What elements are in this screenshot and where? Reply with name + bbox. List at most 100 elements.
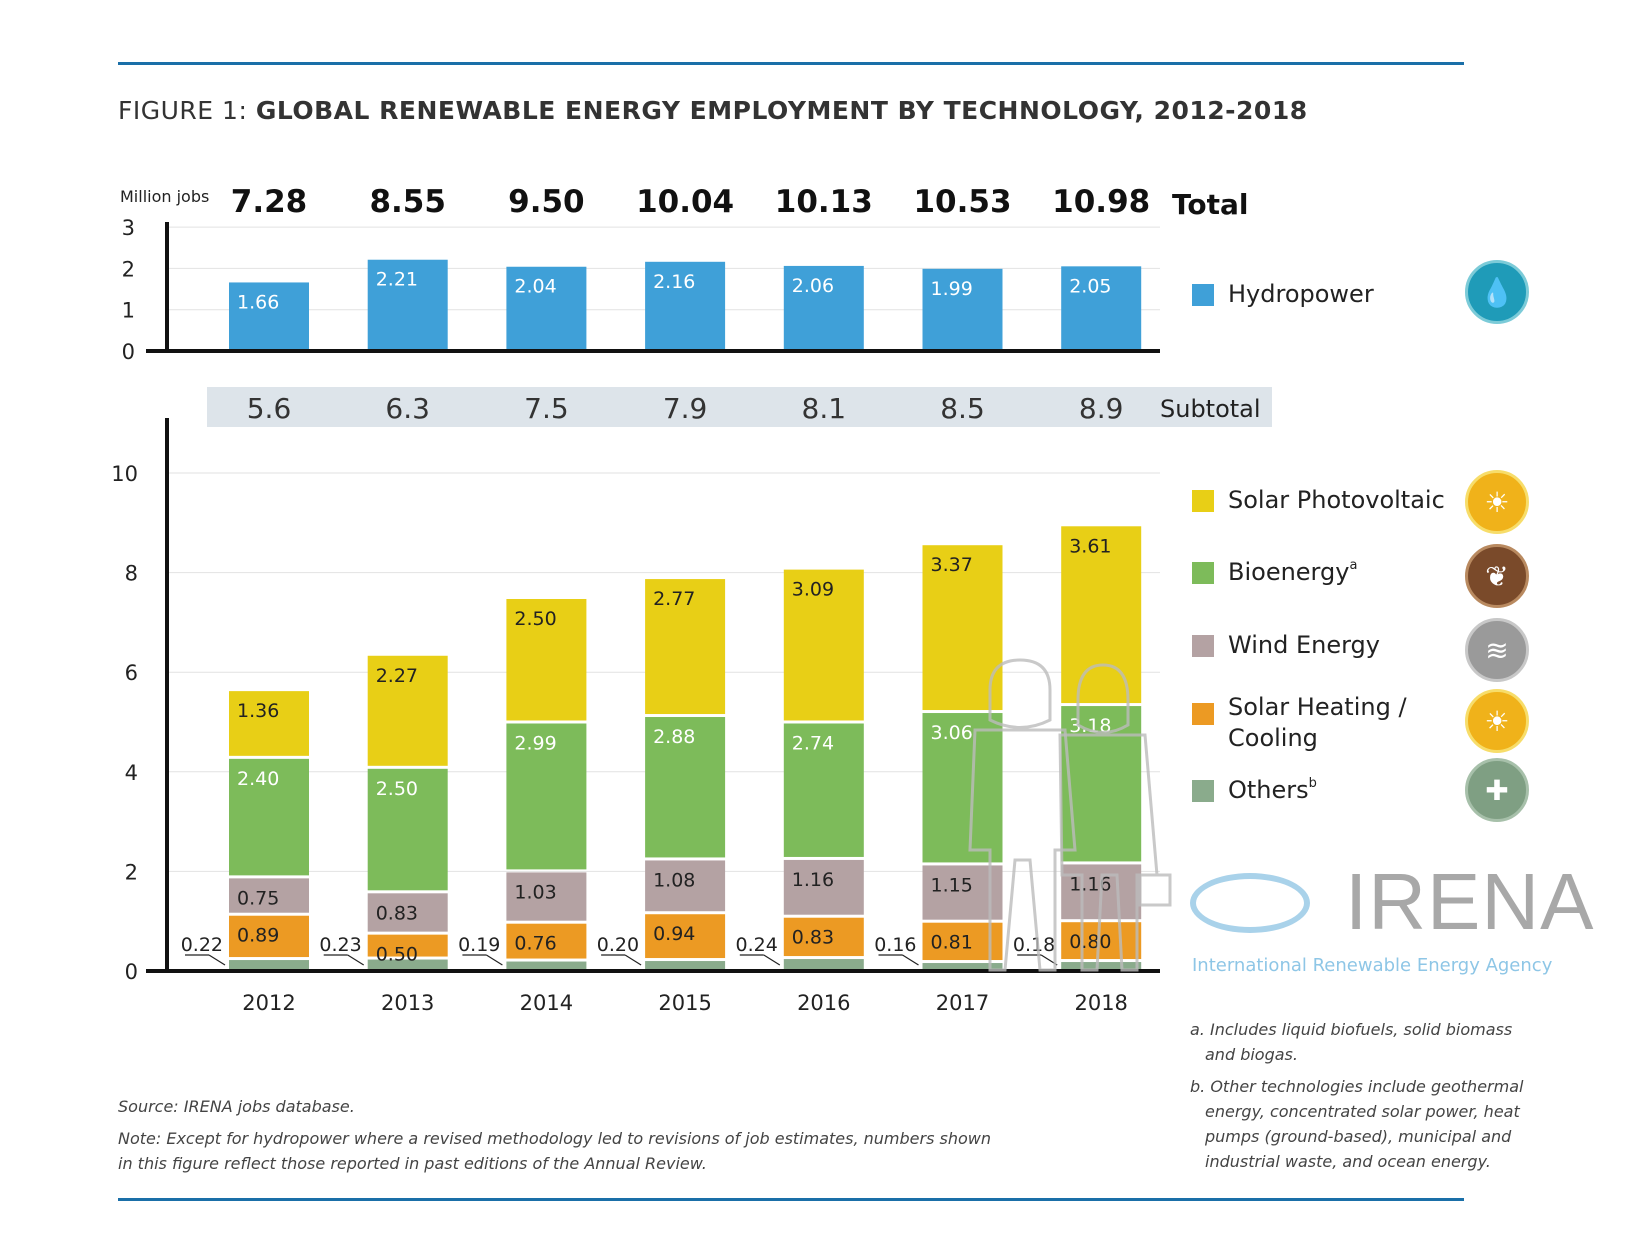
- x-tick-label: 2016: [797, 991, 850, 1015]
- data-label: 0.83: [376, 902, 418, 924]
- leader-line: [347, 954, 365, 966]
- data-label: 0.19: [458, 934, 500, 956]
- total-label: 10.98: [1052, 184, 1150, 220]
- total-label: 10.13: [775, 184, 873, 220]
- methodology-note: Note: Except for hydropower where a revi…: [118, 1126, 991, 1176]
- top-rule: [118, 62, 1464, 65]
- irena-tagline: International Renewable Energy Agency: [1192, 955, 1553, 976]
- data-label: 1.08: [653, 869, 695, 891]
- title-prefix: FIGURE 1:: [118, 96, 256, 125]
- data-label: 2.50: [376, 778, 418, 800]
- legend-label: Wind Energy: [1228, 631, 1380, 659]
- data-label: 2.16: [653, 271, 695, 293]
- data-label: 1.36: [237, 700, 279, 722]
- y-tick-label: 3: [122, 216, 135, 240]
- data-label: 0.18: [1013, 934, 1055, 956]
- footnote-line: energy, concentrated solar power, heat: [1205, 1102, 1520, 1121]
- data-label: 3.37: [931, 554, 973, 576]
- bar-segment-bioenergy: [506, 723, 587, 870]
- data-label: 0.89: [237, 925, 279, 947]
- data-label: 2.04: [514, 276, 556, 298]
- subtotal-label: 7.9: [663, 392, 708, 425]
- bar-segment-others: [1061, 962, 1142, 971]
- bar-segment-solar-heating-cooling: [367, 934, 448, 957]
- bar-segment-wind-energy: [367, 893, 448, 932]
- wind-icon: ≋: [1465, 618, 1529, 682]
- subtotal-label: 8.9: [1079, 392, 1124, 425]
- data-label: 0.24: [735, 934, 777, 956]
- x-tick-label: 2014: [520, 991, 573, 1015]
- data-label: 3.61: [1069, 535, 1111, 557]
- bar-hydropower: [1061, 266, 1142, 351]
- leader-line: [902, 954, 919, 966]
- data-label: 0.75: [237, 887, 279, 909]
- y-tick-label: 6: [125, 661, 138, 685]
- bar-segment-solar-heating-cooling: [783, 917, 864, 957]
- bar-segment-solar-photovoltaic: [506, 598, 587, 721]
- bar-segment-solar-photovoltaic: [645, 579, 726, 715]
- y-tick-label: 8: [125, 562, 138, 586]
- legend-label: Bioenergy: [1228, 558, 1350, 586]
- x-tick-label: 2018: [1074, 991, 1127, 1015]
- legend-swatch: [1192, 490, 1214, 512]
- legend-swatch: [1192, 562, 1214, 584]
- legend-bioenergy: Bioenergy a: [1192, 558, 1357, 586]
- source-note: Source: IRENA jobs database.: [118, 1097, 355, 1116]
- y-tick-label: 10: [111, 462, 138, 486]
- x-tick-label: 2012: [242, 991, 295, 1015]
- data-label: 0.83: [792, 927, 834, 949]
- footnote-line: and biogas.: [1205, 1045, 1298, 1064]
- legend-swatch: [1192, 780, 1214, 802]
- irena-logo-text: IRENA: [1345, 857, 1595, 946]
- y-tick-label: 4: [125, 761, 138, 785]
- leader-line: [624, 954, 642, 966]
- note-line: in this figure reflect those reported in…: [118, 1154, 707, 1173]
- bar-segment-others: [783, 959, 864, 971]
- leader-line: [486, 954, 503, 966]
- footnote-b: b. Other technologies include geothermal…: [1190, 1074, 1523, 1174]
- data-label: 0.20: [597, 934, 639, 956]
- bar-segment-others: [229, 960, 309, 971]
- total-heading: Total: [1172, 188, 1249, 221]
- leader-line: [208, 954, 226, 966]
- data-label: 1.16: [1069, 873, 1111, 895]
- water-drop-icon: 💧: [1465, 260, 1529, 324]
- legend-swatch: [1192, 284, 1214, 306]
- data-label: 0.16: [874, 934, 916, 956]
- bar-segment-solar-photovoltaic: [367, 655, 448, 766]
- legend-hydropower: Hydropower: [1192, 280, 1374, 308]
- legend-label: Hydropower: [1228, 280, 1374, 308]
- bar-segment-wind-energy: [645, 860, 726, 912]
- bar-segment-wind-energy: [783, 859, 864, 915]
- data-label: 2.05: [1069, 275, 1111, 297]
- bar-hydropower: [783, 265, 864, 351]
- bar-segment-wind-energy: [229, 878, 309, 913]
- subtotal-label: 8.1: [802, 392, 847, 425]
- bar-segment-bioenergy: [783, 723, 864, 857]
- bar-segment-bioenergy: [922, 713, 1003, 863]
- data-label: 3.09: [792, 579, 834, 601]
- total-label: 10.04: [636, 184, 734, 220]
- y-tick-label: 0: [122, 340, 135, 364]
- bar-segment-others: [645, 961, 726, 971]
- subtotal-label: 8.5: [940, 392, 985, 425]
- bar-hydropower: [645, 261, 726, 351]
- footnote-line: b. Other technologies include geothermal: [1190, 1077, 1524, 1096]
- sun-icon: ☀: [1465, 470, 1529, 534]
- total-label: 9.50: [508, 184, 585, 220]
- bar-segment-solar-heating-cooling: [506, 923, 587, 959]
- bar-hydropower: [367, 259, 448, 351]
- bar-hydropower: [506, 266, 587, 351]
- data-label: 2.88: [653, 726, 695, 748]
- y-tick-label: 0: [125, 960, 138, 984]
- data-label: 0.76: [514, 933, 556, 955]
- data-label: 0.80: [1069, 931, 1111, 953]
- data-label: 1.66: [237, 291, 279, 313]
- legend-label: Solar Heating / Cooling: [1228, 692, 1407, 754]
- total-label: 7.28: [231, 184, 308, 220]
- data-label: 0.94: [653, 923, 695, 945]
- bar-segment-solar-heating-cooling: [229, 915, 309, 958]
- total-label: 10.53: [913, 184, 1011, 220]
- data-label: 2.77: [653, 588, 695, 610]
